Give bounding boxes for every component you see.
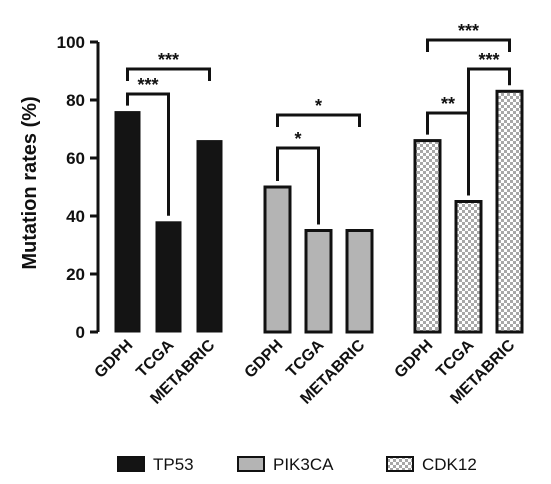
y-tick-label: 80 — [66, 91, 85, 110]
significance-bracket — [426, 38, 511, 52]
y-axis: 0 20 40 60 80 100 — [57, 33, 100, 342]
significance-bracket — [126, 67, 211, 81]
legend-label-pik3ca: PIK3CA — [273, 455, 334, 474]
significance-label: *** — [478, 50, 499, 70]
significance-brackets: **************** — [126, 21, 511, 225]
x-category-label: GDPH — [392, 337, 437, 382]
y-tick-label: 0 — [76, 323, 85, 342]
significance-bracket — [126, 92, 170, 216]
significance-bracket — [467, 67, 511, 196]
legend-swatch-cdk12 — [386, 456, 414, 472]
significance-label: * — [315, 96, 322, 116]
y-tick-label: 20 — [66, 265, 85, 284]
legend-label-cdk12: CDK12 — [422, 455, 477, 474]
legend-swatch-pik3ca — [237, 456, 265, 472]
bar-tp53-gdph — [114, 111, 141, 333]
significance-bracket — [276, 113, 361, 127]
legend-swatch-tp53 — [117, 456, 145, 472]
significance-label: *** — [458, 21, 479, 41]
significance-label: * — [294, 129, 301, 149]
y-axis-title: Mutation rates (%) — [19, 96, 41, 269]
y-tick-label: 100 — [57, 33, 85, 52]
significance-bracket — [276, 146, 320, 225]
legend-label-tp53: TP53 — [153, 455, 194, 474]
significance-label: *** — [158, 50, 179, 70]
x-category-label: GDPH — [242, 337, 287, 382]
significance-label: *** — [137, 75, 158, 95]
bars — [114, 89, 524, 334]
bar-cdk12-gdph — [413, 139, 442, 334]
bar-tp53-tcga — [155, 221, 182, 333]
bar-pik3ca-gdph — [263, 185, 292, 334]
x-category-label: GDPH — [92, 337, 137, 382]
bar-tp53-metabric — [196, 140, 223, 333]
significance-label: ** — [441, 94, 455, 114]
bar-cdk12-tcga — [454, 200, 483, 334]
bar-cdk12-metabric — [495, 89, 524, 334]
y-tick-label: 60 — [66, 149, 85, 168]
legend: TP53 PIK3CA CDK12 — [117, 455, 477, 474]
y-tick-label: 40 — [66, 207, 85, 226]
bar-pik3ca-tcga — [304, 229, 333, 334]
bar-pik3ca-metabric — [345, 229, 374, 334]
